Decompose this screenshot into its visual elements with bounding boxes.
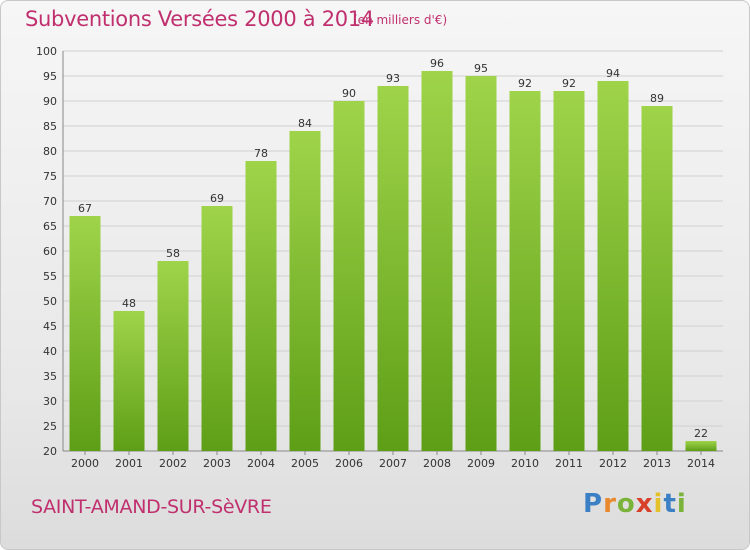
bar-value-label: 78: [254, 147, 268, 160]
bar: [245, 161, 277, 451]
y-tick-label: 95: [43, 70, 57, 83]
x-tick-label: 2001: [115, 457, 143, 470]
bar-value-label: 96: [430, 57, 444, 70]
x-tick-label: 2000: [71, 457, 99, 470]
y-tick-label: 85: [43, 120, 57, 133]
x-tick-label: 2010: [511, 457, 539, 470]
bar: [685, 441, 717, 451]
chart-title: Subventions Versées 2000 à 2014: [25, 7, 374, 31]
bar: [377, 86, 409, 451]
x-tick-label: 2014: [687, 457, 715, 470]
bar: [597, 81, 629, 451]
bar: [465, 76, 497, 451]
bar-value-label: 89: [650, 92, 664, 105]
y-tick-label: 75: [43, 170, 57, 183]
x-tick-label: 2012: [599, 457, 627, 470]
bar: [69, 216, 101, 451]
y-tick-label: 80: [43, 145, 57, 158]
x-tick-label: 2013: [643, 457, 671, 470]
proxiti-logo[interactable]: Proxiti: [583, 489, 687, 519]
bar-value-label: 94: [606, 67, 620, 80]
bar: [157, 261, 189, 451]
bar: [553, 91, 585, 451]
x-tick-label: 2011: [555, 457, 583, 470]
x-tick-label: 2008: [423, 457, 451, 470]
y-tick-label: 30: [43, 395, 57, 408]
y-tick-label: 60: [43, 245, 57, 258]
y-tick-label: 90: [43, 95, 57, 108]
bar-value-label: 92: [562, 77, 576, 90]
y-tick-label: 70: [43, 195, 57, 208]
bar-value-label: 67: [78, 202, 92, 215]
bar-value-label: 48: [122, 297, 136, 310]
value-labels: 67 48 58 69 78 84 90 93 96 95 92 92 94 89 22: [78, 57, 708, 440]
bar-value-label: 90: [342, 87, 356, 100]
bar-value-label: 84: [298, 117, 312, 130]
y-tick-label: 50: [43, 295, 57, 308]
bar: [201, 206, 233, 451]
tick-labels: 20 25 30 35 40 45 50 55 60 65 70 75 80 85 90 95 100 2000 2…: [36, 45, 715, 470]
bar-value-label: 69: [210, 192, 224, 205]
x-tick-label: 2004: [247, 457, 275, 470]
chart-subtitle: (en milliers d'€): [353, 13, 448, 27]
x-tick-label: 2003: [203, 457, 231, 470]
y-tick-label: 45: [43, 320, 57, 333]
bar: [113, 311, 145, 451]
y-tick-label: 65: [43, 220, 57, 233]
y-tick-label: 40: [43, 345, 57, 358]
bar: [641, 106, 673, 451]
y-tick-label: 35: [43, 370, 57, 383]
bar: [289, 131, 321, 451]
y-tick-label: 25: [43, 420, 57, 433]
y-tick-label: 55: [43, 270, 57, 283]
x-tick-label: 2002: [159, 457, 187, 470]
x-tick-label: 2005: [291, 457, 319, 470]
y-tick-label: 100: [36, 45, 57, 58]
bar: [333, 101, 365, 451]
bars: [69, 71, 717, 451]
x-tick-label: 2009: [467, 457, 495, 470]
bar-value-label: 95: [474, 62, 488, 75]
bar: [421, 71, 453, 451]
commune-name: SAINT-AMAND-SUR-SèVRE: [31, 496, 272, 518]
bar-value-label: 93: [386, 72, 400, 85]
bar-value-label: 58: [166, 247, 180, 260]
x-tick-label: 2006: [335, 457, 363, 470]
bar: [509, 91, 541, 451]
bar-value-label: 22: [694, 427, 708, 440]
bar-value-label: 92: [518, 77, 532, 90]
x-tick-label: 2007: [379, 457, 407, 470]
y-tick-label: 20: [43, 445, 57, 458]
